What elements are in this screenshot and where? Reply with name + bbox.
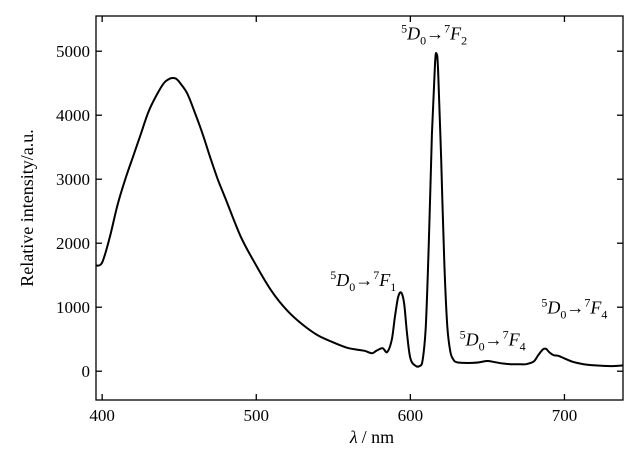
x-tick-label: 500 [244, 406, 270, 425]
y-tick-label: 1000 [56, 298, 90, 317]
y-tick-label: 2000 [56, 234, 90, 253]
y-axis-title: Relative intensity/a.u. [17, 129, 37, 286]
x-tick-label: 600 [398, 406, 424, 425]
x-axis-symbol: λ [349, 427, 358, 447]
y-tick-label: 5000 [56, 42, 90, 61]
x-axis-title: λ / nm [349, 427, 394, 447]
annotations: 5D0→7F2 5D0→7F1 5D0→7F4 5D0→7F4 [330, 22, 607, 354]
series-line [95, 52, 624, 368]
y-tick-label: 3000 [56, 170, 90, 189]
y-tick-label: 0 [82, 362, 91, 381]
transition-annotation: 5D0→7F4 [460, 328, 526, 354]
transition-annotation: 5D0→7F2 [401, 22, 467, 48]
x-tick-label: 700 [552, 406, 578, 425]
transition-annotation: 5D0→7F1 [330, 268, 396, 294]
x-axis-unit: / nm [362, 427, 395, 447]
y-tick-label: 4000 [56, 106, 90, 125]
x-axis: 400 500 600 700 [89, 16, 577, 425]
transition-annotation: 5D0→7F4 [541, 296, 607, 322]
plot-frame [95, 15, 624, 401]
y-axis: 0 1000 2000 3000 4000 5000 [56, 42, 623, 381]
x-tick-label: 400 [89, 406, 115, 425]
